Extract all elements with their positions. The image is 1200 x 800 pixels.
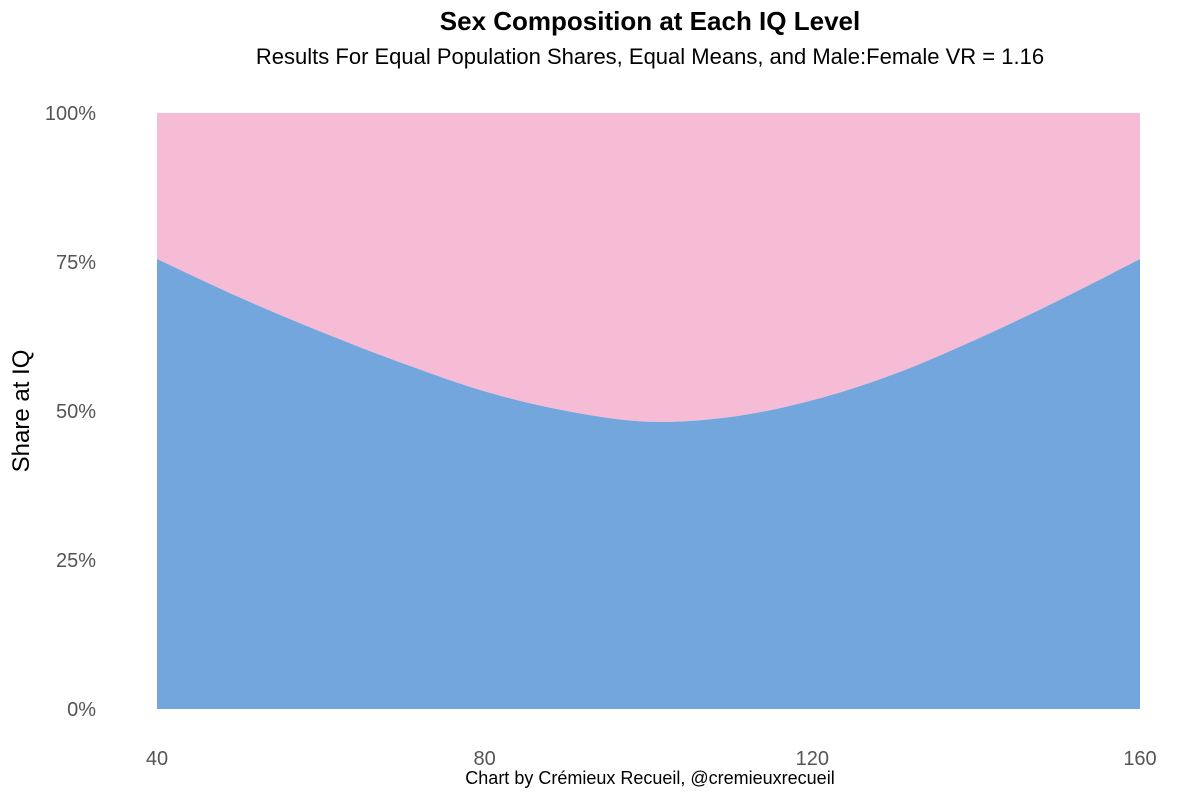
male-area [157, 259, 1140, 709]
y-tick-label: 50% [56, 401, 96, 423]
chart-subtitle: Results For Equal Population Shares, Equ… [255, 44, 1045, 69]
x-tick-label: 80 [474, 748, 496, 770]
x-tick-label: 40 [146, 748, 168, 770]
female-area [157, 113, 1140, 422]
chart-caption: Chart by Crémieux Recueil, @cremieuxrecu… [465, 768, 835, 788]
y-axis-label: Share at IQ [8, 349, 35, 473]
y-tick-label: 100% [45, 103, 96, 125]
area-layer [157, 113, 1140, 709]
y-tick-label: 75% [56, 252, 96, 274]
tick-layer: 0% 25% 50% 75% 100% 40 80 120 160 [45, 103, 1157, 770]
x-tick-label: 160 [1123, 748, 1156, 770]
y-tick-label: 25% [56, 550, 96, 572]
x-tick-label: 120 [796, 748, 829, 770]
y-tick-label: 0% [67, 699, 96, 721]
chart-title: Sex Composition at Each IQ Level [439, 6, 861, 36]
